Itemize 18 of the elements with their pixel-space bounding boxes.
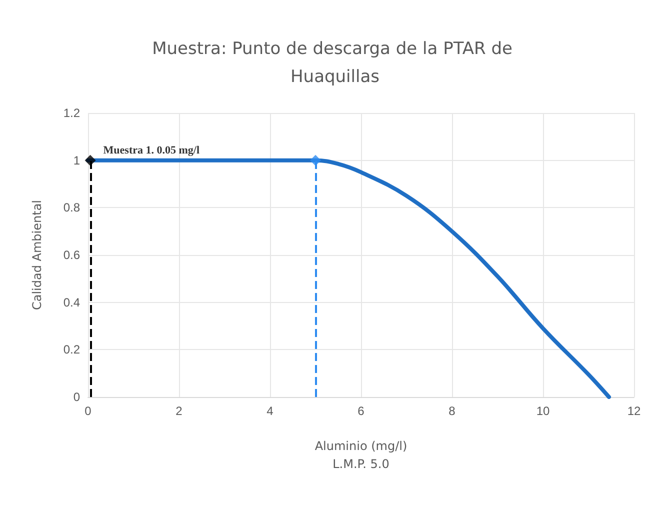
y-tick-label: 0.4 [63, 295, 80, 310]
y-tick-label: 0.6 [63, 248, 80, 262]
x-tick-label: 12 [627, 404, 641, 418]
x-tick-label: 6 [358, 404, 365, 418]
x-tick-label: 4 [266, 404, 274, 418]
y-tick-label: 1 [73, 153, 80, 168]
x-tick-label: 8 [448, 404, 456, 418]
chart-title: Muestra: Punto de descarga de la PTAR de Huaquillas [152, 39, 518, 87]
annotation: Muestra 1. 0.05 mg/l [103, 144, 200, 156]
y-tick-label: 0.2 [63, 342, 80, 357]
y-tick-label: 1.2 [63, 106, 80, 120]
x-tick-label: 2 [176, 404, 183, 418]
x-axis-title: Aluminio (mg/l) L.M.P. 5.0 [314, 439, 408, 471]
y-tick-label: 0 [73, 390, 80, 404]
y-axis-title: Calidad Ambiental [30, 200, 44, 310]
x-tick-label: 0 [84, 404, 92, 418]
y-tick-label: 0.8 [63, 200, 80, 215]
x-tick-label: 10 [536, 404, 550, 418]
